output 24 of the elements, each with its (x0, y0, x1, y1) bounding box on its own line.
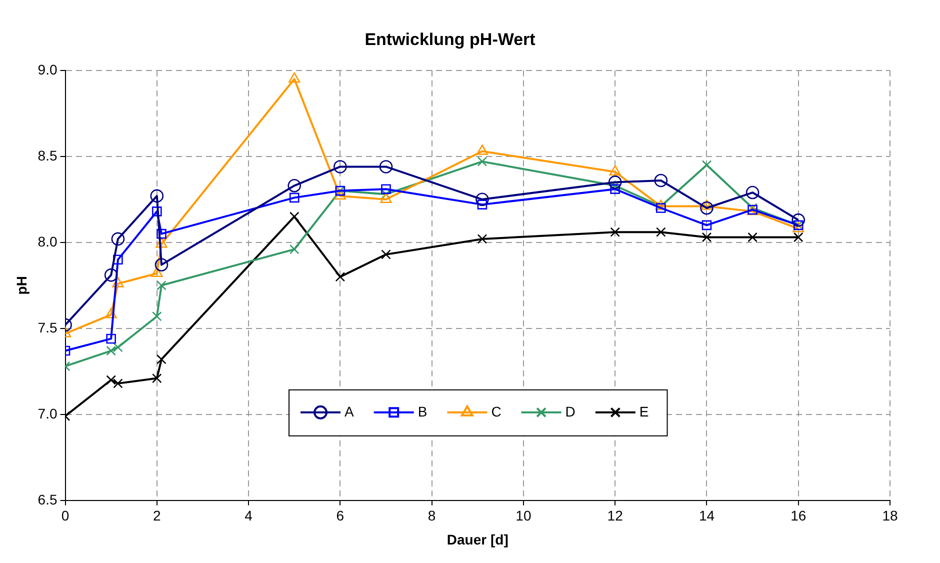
chart-title: Entwicklung pH-Wert (364, 30, 536, 49)
y-tick-label: 6.5 (38, 491, 58, 508)
legend-label: E (639, 403, 649, 420)
legend-label: D (565, 403, 576, 420)
x-tick-label: 16 (790, 508, 806, 524)
x-tick-label: 12 (607, 508, 624, 524)
x-tick-label: 14 (698, 508, 715, 524)
legend-label: C (491, 403, 502, 420)
x-tick-label: 2 (153, 508, 161, 524)
x-tick-label: 18 (882, 508, 898, 524)
y-tick-label: 9.0 (38, 61, 58, 78)
legend-label: A (344, 403, 355, 420)
legend-label: B (418, 403, 428, 420)
y-axis-title: pH (13, 276, 30, 295)
x-tick-label: 8 (428, 508, 436, 524)
y-tick-label: 7.5 (38, 319, 58, 336)
x-tick-label: 4 (244, 508, 253, 524)
x-axis-title: Dauer [d] (446, 531, 508, 548)
y-tick-label: 7.0 (38, 405, 58, 422)
y-tick-label: 8.0 (38, 233, 58, 250)
x-tick-label: 6 (336, 508, 344, 524)
x-tick-label: 10 (516, 508, 532, 524)
x-tick-label: 0 (61, 508, 70, 524)
y-tick-label: 8.5 (38, 147, 58, 164)
